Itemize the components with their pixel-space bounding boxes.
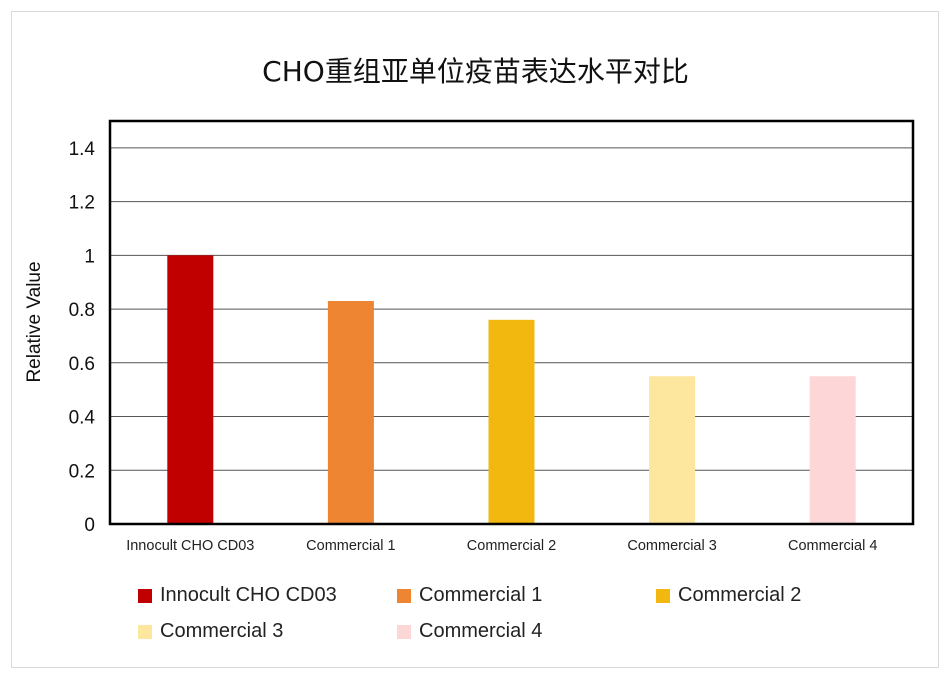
- chart-title: CHO重组亚单位疫苗表达水平对比: [262, 55, 689, 88]
- y-tick-label: 0.8: [69, 300, 95, 321]
- x-tick-label: Commercial 1: [306, 538, 395, 554]
- bar-3: [488, 319, 535, 524]
- y-tick-label: 0.2: [69, 461, 95, 482]
- y-tick-label: 1.2: [69, 193, 95, 214]
- y-tick-label: 0.4: [69, 408, 96, 429]
- x-tick-labels: Innocult CHO CD03 Commercial 1 Commercial …: [126, 538, 877, 554]
- y-tick-labels: 0 0.2 0.4 0.6 0.8 1 1.2 1.4: [69, 139, 96, 536]
- plot-area-border: [108, 119, 915, 526]
- x-tick-label: Commercial 2: [467, 538, 556, 554]
- x-tick-label: Innocult CHO CD03: [126, 538, 254, 554]
- y-tick-label: 1: [84, 246, 95, 267]
- y-tick-label: 0: [84, 515, 95, 536]
- bar-4: [649, 376, 696, 524]
- bar-2: [327, 301, 374, 524]
- bar-1: [167, 255, 214, 525]
- x-tick-label: Commercial 3: [627, 538, 716, 554]
- bars: [167, 255, 856, 525]
- y-tick-label: 1.4: [69, 139, 96, 160]
- bar-5: [809, 376, 856, 524]
- x-tick-label: Commercial 4: [788, 538, 877, 554]
- y-tick-label: 0.6: [69, 354, 95, 375]
